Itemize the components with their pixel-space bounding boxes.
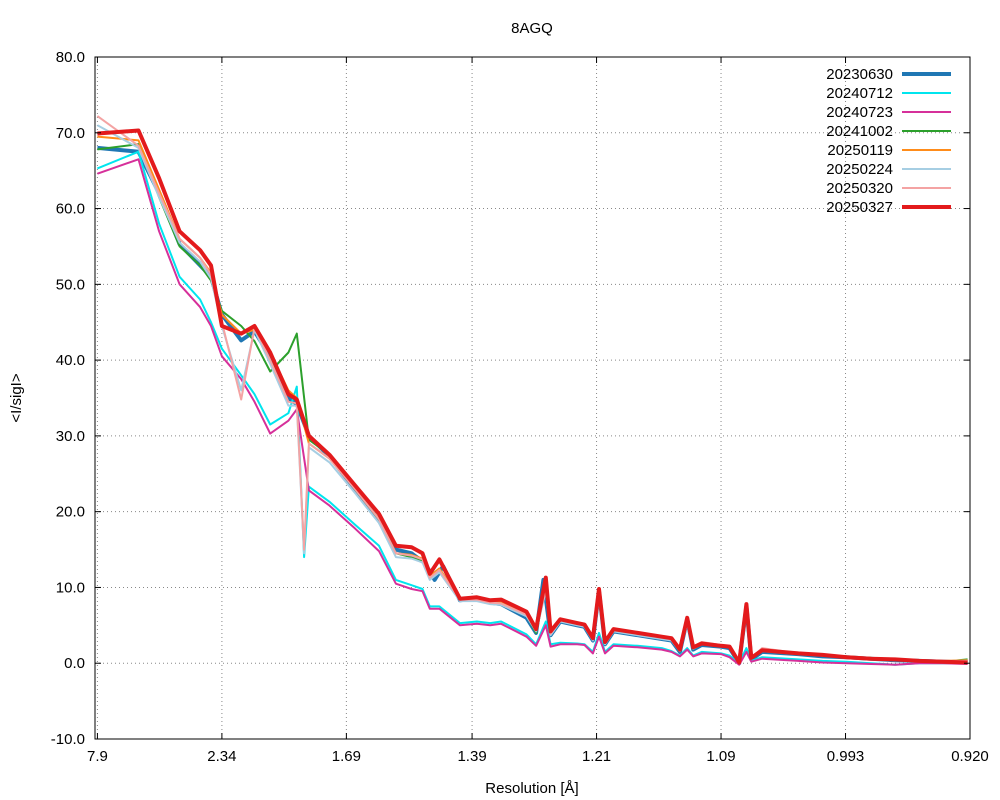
y-tick-label: -10.0 xyxy=(51,731,85,748)
y-axis-label: <I/sigI> xyxy=(8,373,25,422)
legend-label-20230630: 20230630 xyxy=(826,66,893,83)
series-line-20250320 xyxy=(96,115,968,663)
series-lines xyxy=(96,115,968,666)
legend-label-20241002: 20241002 xyxy=(826,123,893,140)
x-tick-label: 0.993 xyxy=(827,748,865,765)
axis-ticks: -10.0 0.0 10.0 20.0 30.0 40.0 50.0 60.0 70.0 80.0… xyxy=(51,49,989,765)
legend-label-20250224: 20250224 xyxy=(826,161,893,178)
y-tick-label: 20.0 xyxy=(56,504,85,521)
legend-label-20240723: 20240723 xyxy=(826,104,893,121)
y-tick-label: 50.0 xyxy=(56,276,85,293)
chart-title: 8AGQ xyxy=(511,20,553,37)
y-tick-label: 40.0 xyxy=(56,352,85,369)
grid-lines xyxy=(95,57,971,739)
series-line-20250327 xyxy=(97,128,968,665)
x-tick-label: 1.69 xyxy=(332,748,361,765)
x-tick-label: 0.920 xyxy=(951,748,989,765)
y-tick-label: 0.0 xyxy=(64,655,85,672)
series-line-20230630 xyxy=(97,145,968,666)
y-tick-label: 70.0 xyxy=(56,125,85,142)
legend-label-20250320: 20250320 xyxy=(826,180,893,197)
x-tick-label: 1.21 xyxy=(582,748,611,765)
plot-frame xyxy=(94,56,971,740)
x-tick-label: 2.34 xyxy=(207,748,236,765)
y-tick-label: 60.0 xyxy=(56,201,85,218)
series-line-20241002 xyxy=(97,143,968,664)
x-tick-label: 1.39 xyxy=(457,748,486,765)
y-tick-label: 30.0 xyxy=(56,428,85,445)
x-axis-label: Resolution [Å] xyxy=(485,780,578,797)
y-tick-label: 80.0 xyxy=(56,49,85,66)
x-tick-label: 7.9 xyxy=(87,748,108,765)
legend-label-20250327: 20250327 xyxy=(826,199,893,216)
y-tick-label: 10.0 xyxy=(56,579,85,596)
x-tick-label: 1.09 xyxy=(706,748,735,765)
legend-label-20240712: 20240712 xyxy=(826,85,893,102)
legend: 20230630 20240712 20240723 20241002 20250119… xyxy=(826,66,951,216)
series-line-20240723 xyxy=(97,158,968,666)
legend-label-20250119: 20250119 xyxy=(827,142,893,159)
